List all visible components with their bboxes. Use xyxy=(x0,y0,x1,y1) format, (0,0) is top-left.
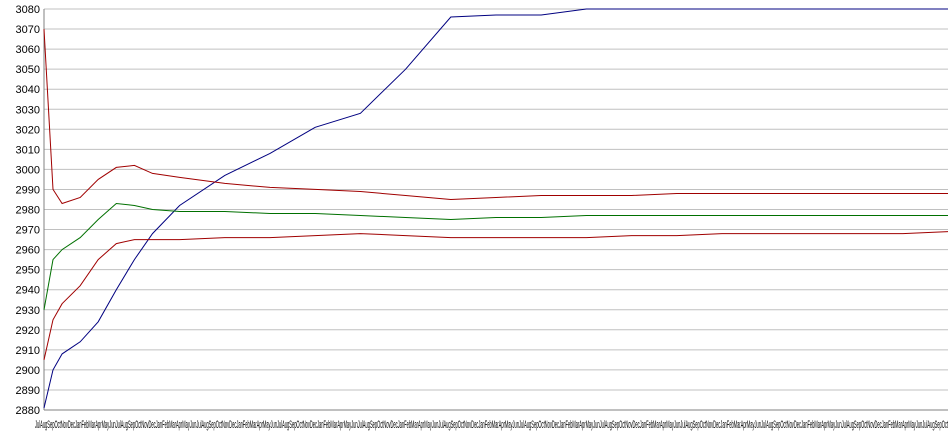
y-tick-label-3050: 3050 xyxy=(16,64,40,76)
series-line-3 xyxy=(43,202,948,310)
y-tick-label-3010: 3010 xyxy=(16,144,40,156)
y-tick-label-2930: 2930 xyxy=(16,305,40,317)
y-tick-labels: 2880 2890 2900 2910 2920 2930 2940 2950 2960 2970… xyxy=(16,4,40,417)
gridlines xyxy=(44,8,948,411)
y-tick-label-2950: 2950 xyxy=(16,265,40,277)
y-tick-label-2900: 2900 xyxy=(16,365,40,377)
y-tick-label-2980: 2980 xyxy=(16,205,40,217)
y-tick-label-2970: 2970 xyxy=(16,225,40,237)
y-tick-label-3070: 3070 xyxy=(16,24,40,36)
y-tick-label-3060: 3060 xyxy=(16,44,40,56)
y-tick-label-3020: 3020 xyxy=(16,124,40,136)
x-tick-labels: JulAugSepOctNovDecJanFebMarAprMayJunJulA… xyxy=(35,419,948,431)
y-tick-label-2990: 2990 xyxy=(16,184,40,196)
axes xyxy=(43,9,948,411)
y-tick-label-2890: 2890 xyxy=(16,385,40,397)
y-tick-label-3040: 3040 xyxy=(16,84,40,96)
y-tick-label-2960: 2960 xyxy=(16,245,40,257)
series-line-2 xyxy=(43,29,948,205)
y-tick-label-2910: 2910 xyxy=(16,345,40,357)
y-tick-label-2940: 2940 xyxy=(16,285,40,297)
series-line-4 xyxy=(43,231,949,361)
y-tick-label-3000: 3000 xyxy=(16,164,40,176)
y-tick-label-3030: 3030 xyxy=(16,104,40,116)
y-tick-label-2920: 2920 xyxy=(16,325,40,337)
series-lines xyxy=(43,8,949,409)
series-line-1 xyxy=(43,8,948,409)
y-tick-label-2880: 2880 xyxy=(16,405,40,417)
y-tick-label-3080: 3080 xyxy=(16,4,40,16)
